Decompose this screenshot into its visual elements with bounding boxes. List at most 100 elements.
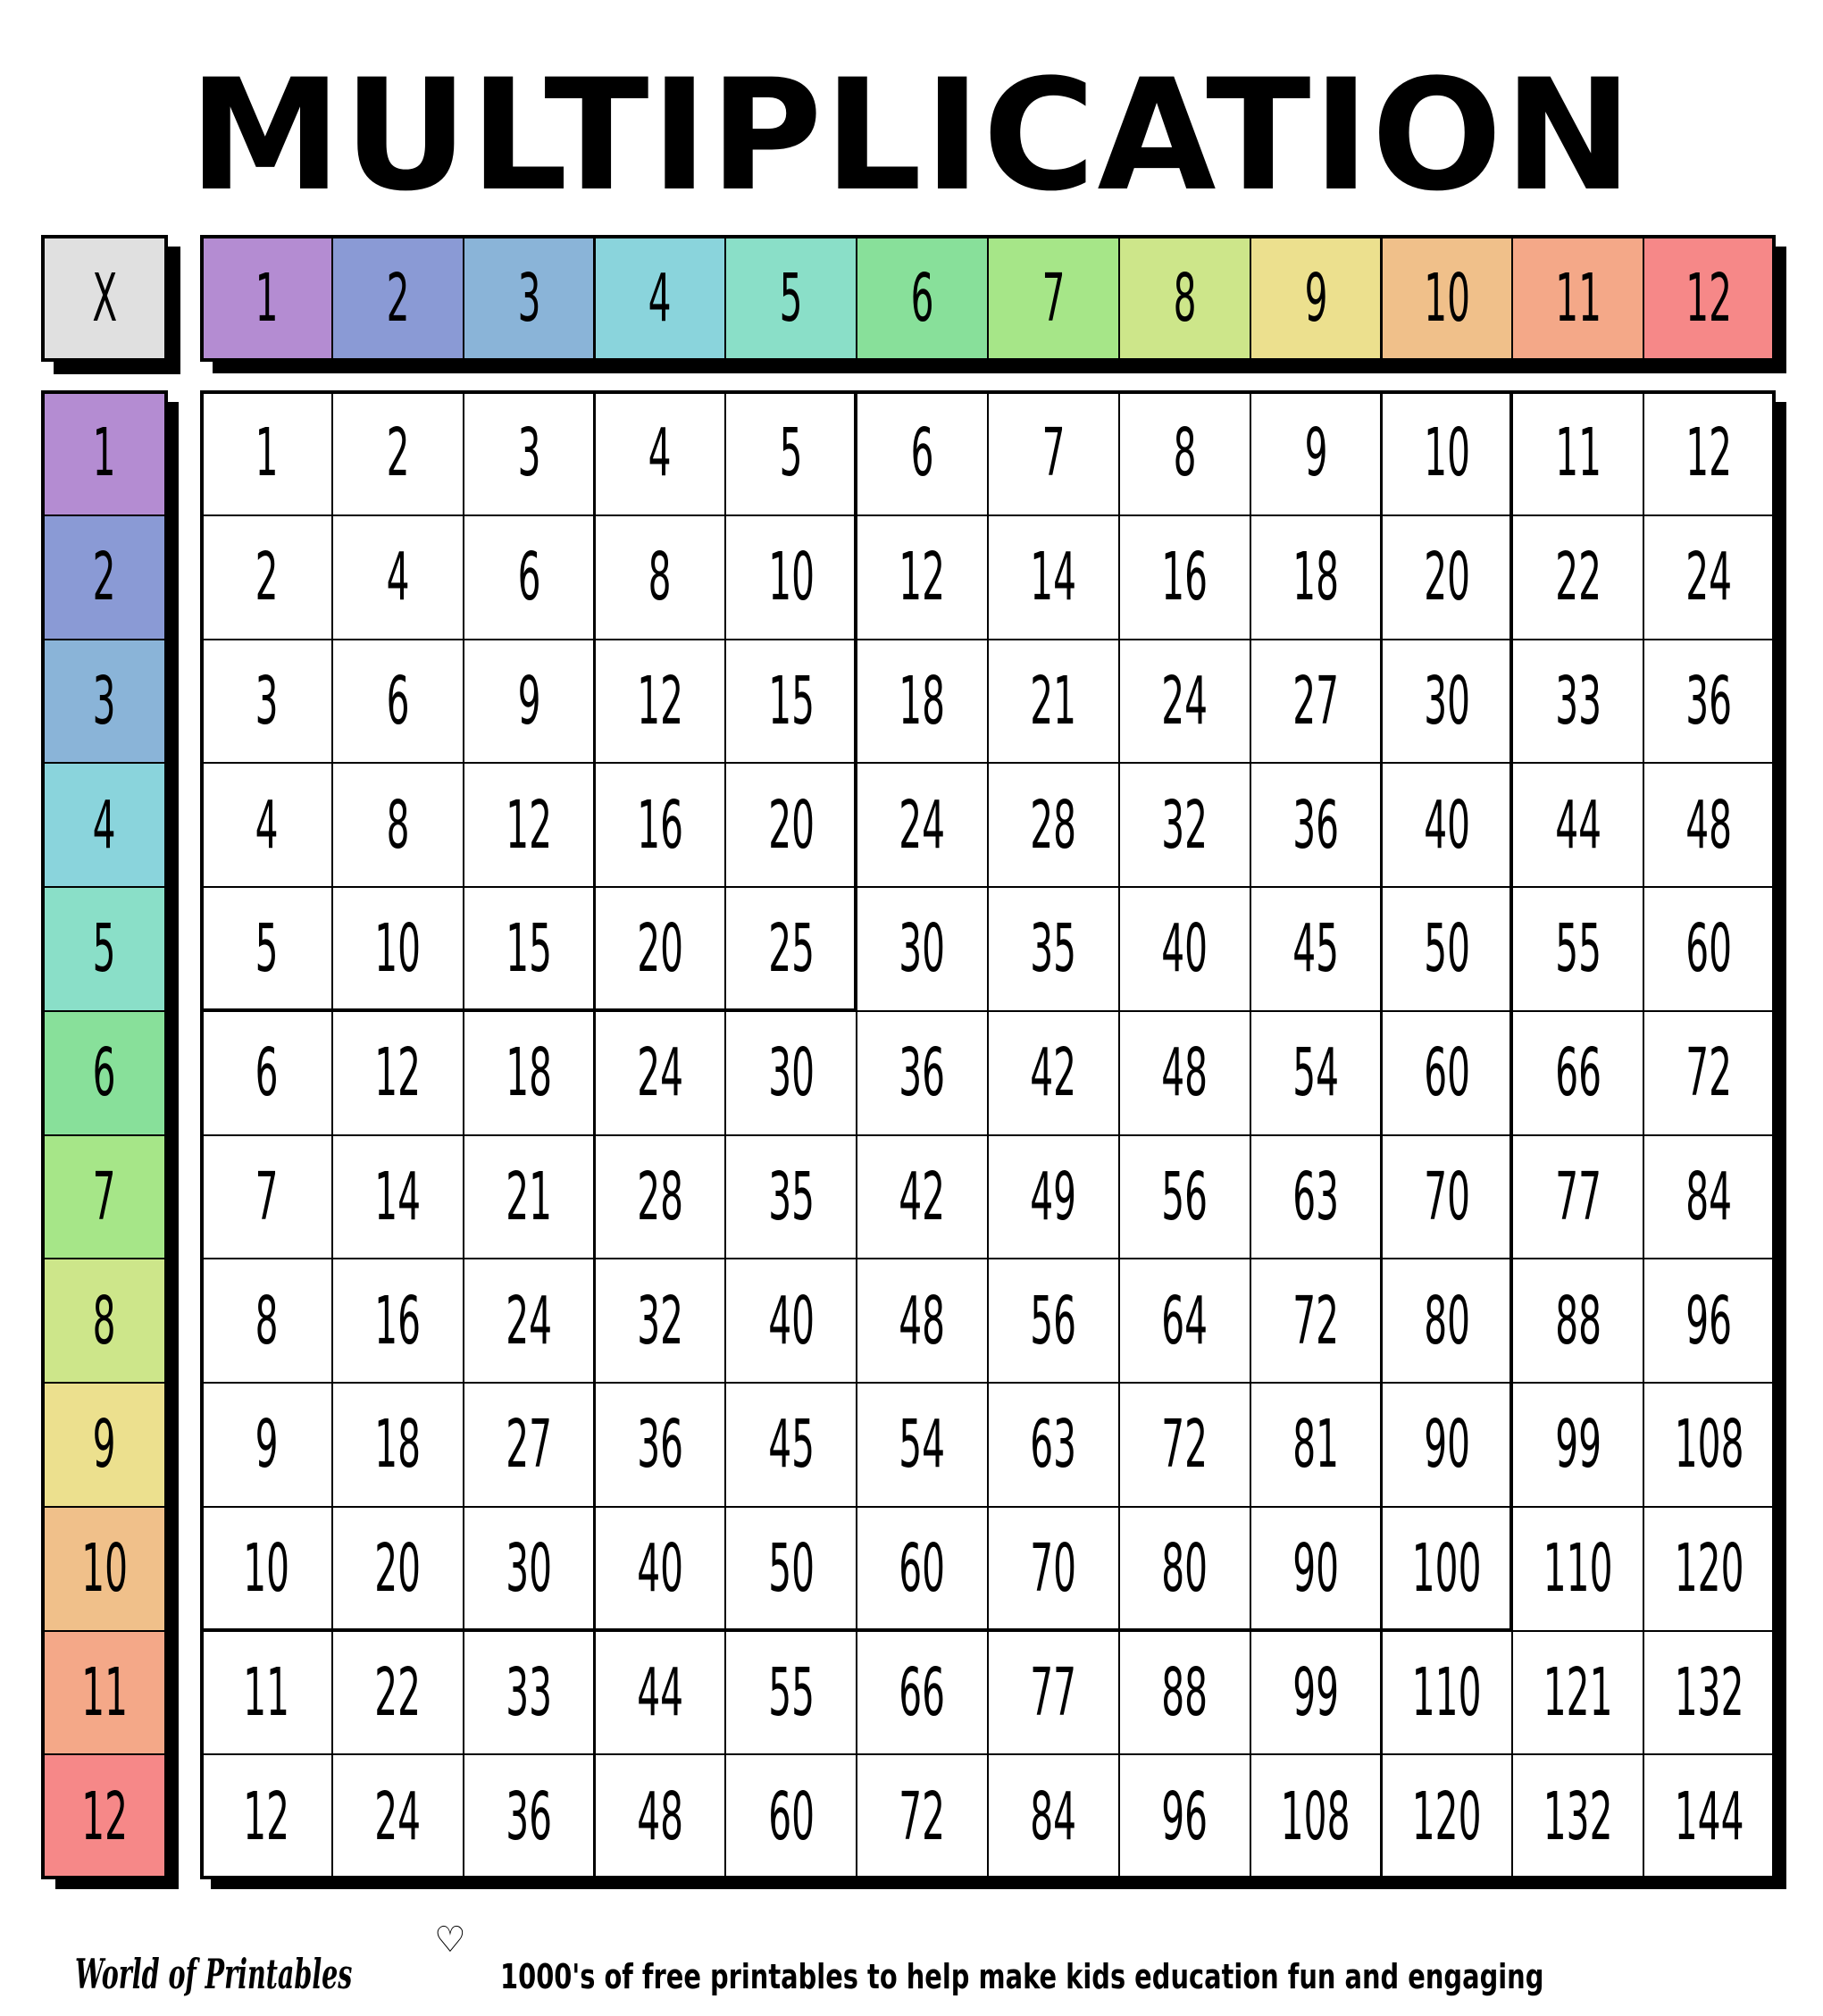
cell-value: 120 (1412, 1778, 1482, 1855)
table-cell: 30 (856, 886, 989, 1012)
table-cell: 110 (1380, 1629, 1514, 1756)
cell-value: 30 (899, 910, 946, 988)
cell-value: 9 (517, 662, 541, 740)
cell-value: 44 (1554, 786, 1601, 864)
cell-value: 1 (93, 414, 116, 492)
table-cell: 3 (200, 638, 333, 765)
cell-value: 4 (386, 539, 410, 616)
table-cell: 63 (987, 1382, 1120, 1508)
table-cell: 48 (593, 1753, 727, 1879)
table-cell: 60 (856, 1505, 989, 1632)
table-cell: 30 (1380, 638, 1514, 765)
table-cell: 72 (1643, 1009, 1776, 1136)
cell-value: 7 (255, 1158, 279, 1235)
cell-value: 3 (517, 260, 541, 337)
corner-x-cell: X (41, 235, 168, 362)
cell-value: 36 (637, 1406, 683, 1484)
table-cell: 8 (1117, 390, 1251, 516)
table-cell: 18 (330, 1382, 464, 1508)
cell-value: 11 (81, 1653, 128, 1731)
cell-value: 10 (767, 539, 815, 616)
table-cell: 63 (1249, 1133, 1383, 1260)
cell-value: 44 (637, 1653, 683, 1731)
table-cell: 8 (200, 1258, 333, 1384)
table-cell: 56 (1117, 1133, 1251, 1260)
cell-value: 40 (1161, 910, 1208, 988)
table-cell: 132 (1511, 1753, 1645, 1879)
cell-value: 32 (637, 1282, 683, 1359)
table-cell: 22 (330, 1629, 464, 1756)
table-cell: 80 (1117, 1505, 1251, 1632)
table-cell: 48 (856, 1258, 989, 1384)
cell-value: 7 (1041, 414, 1066, 492)
table-cell: 96 (1117, 1753, 1251, 1879)
table-cell: 6 (462, 514, 596, 640)
cell-value: 50 (1424, 910, 1470, 988)
table-cell: 42 (856, 1133, 989, 1260)
cell-value: 66 (899, 1653, 946, 1731)
cell-value: 66 (1554, 1034, 1601, 1112)
cell-value: 10 (243, 1530, 290, 1608)
cell-value: 110 (1412, 1653, 1482, 1731)
cell-value: 60 (899, 1530, 946, 1608)
table-cell: 55 (724, 1629, 858, 1756)
cell-value: 6 (93, 1034, 116, 1112)
cell-value: 132 (1543, 1778, 1613, 1855)
table-cell: 24 (1643, 514, 1776, 640)
table-cell: 42 (987, 1009, 1120, 1136)
cell-value: 27 (506, 1406, 552, 1484)
table-cell: 18 (856, 638, 989, 765)
cell-value: 11 (1554, 414, 1601, 492)
table-cell: 54 (1249, 1009, 1383, 1136)
table-cell: 64 (1117, 1258, 1251, 1384)
cell-value: 21 (506, 1158, 552, 1235)
cell-value: 54 (899, 1406, 946, 1484)
cell-value: 15 (506, 910, 552, 988)
table-cell: 10 (724, 514, 858, 640)
table-cell: 4 (330, 514, 464, 640)
table-cell: 30 (462, 1505, 596, 1632)
cell-value: 27 (1292, 662, 1339, 740)
cell-value: 12 (1685, 260, 1733, 337)
table-cell: 48 (1643, 762, 1776, 888)
cell-value: 84 (1685, 1158, 1733, 1235)
column-header-cell: 10 (1380, 235, 1514, 362)
cell-value: 24 (506, 1282, 552, 1359)
cell-value: 30 (767, 1034, 815, 1112)
table-cell: 7 (987, 390, 1120, 516)
cell-value: 45 (1292, 910, 1339, 988)
cell-value: 70 (1030, 1530, 1077, 1608)
table-cell: 2 (330, 390, 464, 516)
cell-value: 6 (255, 1034, 279, 1112)
table-cell: 44 (1511, 762, 1645, 888)
column-header-cell: 8 (1117, 235, 1251, 362)
column-header-cell: 7 (987, 235, 1120, 362)
cell-value: 9 (93, 1406, 116, 1484)
table-cell: 110 (1511, 1505, 1645, 1632)
cell-value: 72 (899, 1778, 946, 1855)
cell-value: 36 (899, 1034, 946, 1112)
cell-value: 6 (910, 414, 934, 492)
cell-value: 7 (1041, 260, 1066, 337)
cell-value: 84 (1030, 1778, 1077, 1855)
cell-value: 10 (374, 910, 422, 988)
table-cell: 99 (1511, 1382, 1645, 1508)
cell-value: 40 (767, 1282, 815, 1359)
cell-value: 28 (1030, 786, 1077, 864)
table-cell: 80 (1380, 1258, 1514, 1384)
table-cell: 121 (1511, 1629, 1645, 1756)
table-cell: 6 (330, 638, 464, 765)
table-cell: 27 (1249, 638, 1383, 765)
cell-value: 77 (1554, 1158, 1601, 1235)
cell-value: 72 (1292, 1282, 1339, 1359)
table-cell: 27 (462, 1382, 596, 1508)
table-cell: 12 (330, 1009, 464, 1136)
cell-value: 3 (255, 662, 279, 740)
cell-value: 16 (1161, 539, 1208, 616)
table-cell: 40 (1117, 886, 1251, 1012)
cell-value: 40 (637, 1530, 683, 1608)
cell-value: 63 (1292, 1158, 1339, 1235)
cell-value: 24 (374, 1778, 422, 1855)
cell-value: 30 (506, 1530, 552, 1608)
cell-value: 55 (1554, 910, 1601, 988)
